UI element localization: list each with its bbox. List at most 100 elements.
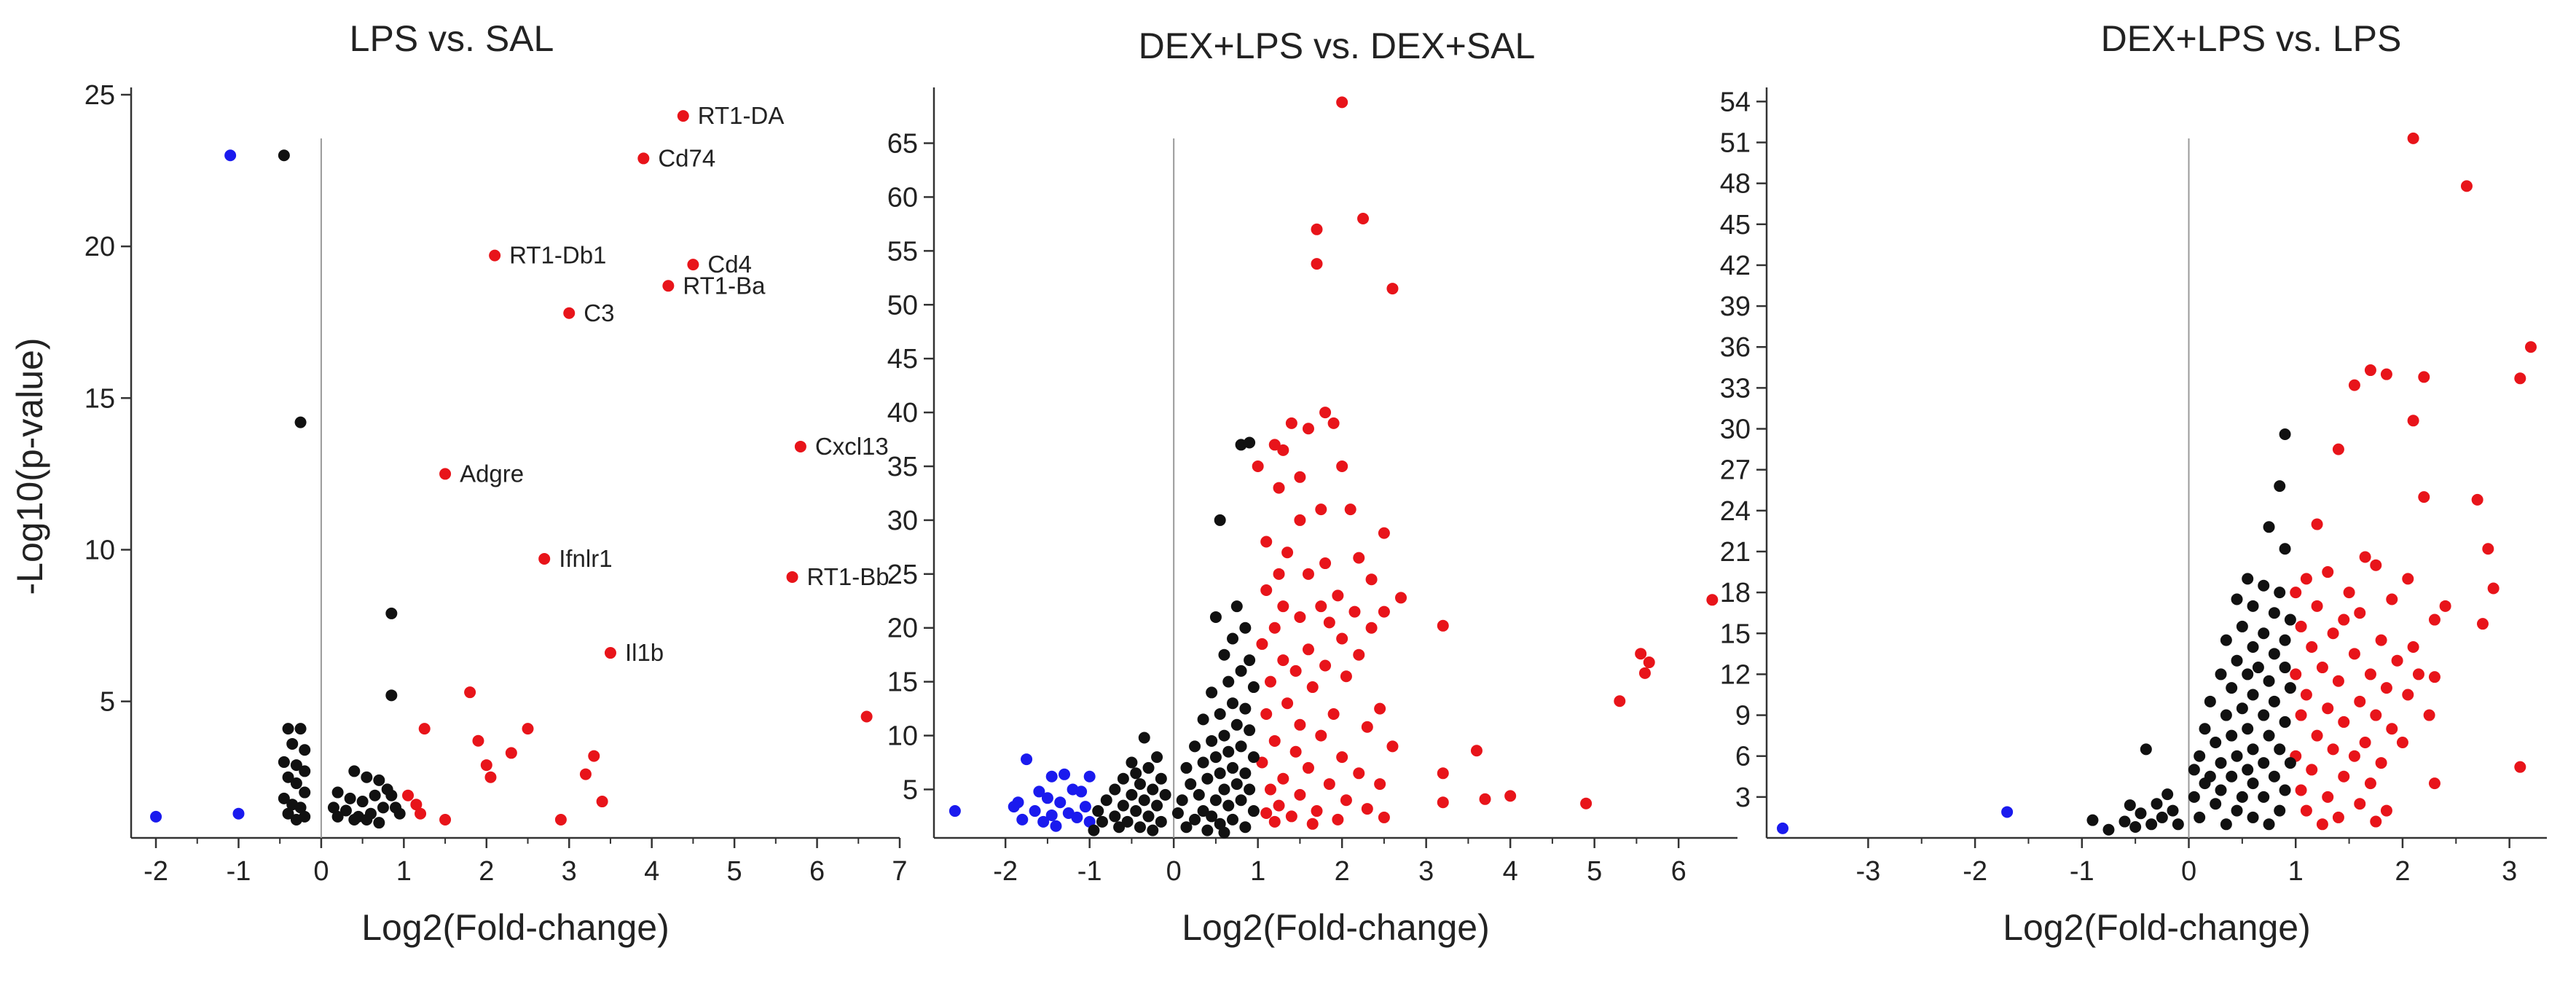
x-tick-label: -1 [227, 856, 251, 887]
x-tick-label: 4 [644, 856, 659, 887]
point-up [2439, 600, 2451, 612]
point-ns [1247, 751, 1260, 764]
point-ns [1130, 805, 1142, 818]
point-ns [1197, 756, 1209, 769]
point-up [687, 259, 699, 271]
y-tick-label: 65 [887, 129, 918, 160]
point-ns [2161, 788, 2174, 801]
point-ns [2252, 662, 2264, 674]
point-ns [1247, 681, 1260, 694]
point-up [2386, 593, 2398, 605]
point-ns [2236, 702, 2248, 715]
point-up [2322, 702, 2334, 715]
point-up [786, 571, 798, 583]
point-up [2407, 640, 2419, 653]
point-up [1386, 283, 1399, 295]
point-ns [1171, 807, 1184, 819]
point-ns [2172, 818, 2184, 831]
point-up [2295, 620, 2307, 632]
point-down [1059, 768, 1071, 780]
x-tick-label: 7 [892, 856, 907, 887]
point-up [415, 807, 427, 820]
point-ns [1222, 675, 1235, 688]
point-up [637, 152, 650, 165]
point-down [949, 805, 961, 818]
point-ns [2274, 804, 2286, 817]
point-ns [1109, 810, 1121, 823]
point-ns [1142, 810, 1155, 823]
point-up [1323, 778, 1335, 791]
point-ns [278, 149, 290, 162]
point-up [1306, 681, 1319, 694]
point-ns [1180, 761, 1193, 774]
gene-label: RT1-Bb [807, 563, 890, 590]
point-up [1294, 611, 1306, 623]
point-ns [1159, 788, 1171, 801]
point-ns [1239, 821, 1252, 834]
point-up [418, 723, 431, 735]
gene-label: Ifnlr1 [559, 545, 612, 572]
point-up [1264, 675, 1276, 688]
point-ns [1227, 697, 1239, 710]
point-up [1336, 96, 1348, 109]
point-ns [348, 814, 361, 826]
point-up [2402, 573, 2414, 585]
point-ns [2226, 682, 2238, 694]
point-ns [2284, 757, 2296, 769]
point-up [410, 799, 423, 811]
point-ns [1206, 810, 1218, 823]
point-ns [1206, 686, 1218, 699]
point-ns [1092, 805, 1104, 818]
point-up [2290, 587, 2302, 599]
point-ns [290, 814, 302, 826]
point-up [464, 686, 476, 699]
point-up [2428, 613, 2440, 626]
panel-dexlps-vs-dexsal: -2 -1 0 1 2 3 4 5 65101520253035404550556065DEX+… [887, 26, 1737, 948]
x-tick-label: 1 [2288, 856, 2304, 887]
point-down [232, 807, 245, 820]
gene-label: Cxcl13 [815, 433, 889, 460]
point-ns [2279, 543, 2291, 555]
y-tick-label: 20 [887, 613, 918, 644]
point-up [794, 440, 806, 452]
y-tick-label: 48 [1720, 169, 1751, 200]
point-up [2354, 607, 2366, 619]
y-tick-label: 51 [1720, 128, 1751, 159]
point-down [1083, 815, 1096, 828]
point-up [1294, 788, 1306, 801]
point-up [2514, 372, 2526, 385]
point-ns [1121, 815, 1134, 828]
point-up [1327, 417, 1340, 429]
point-ns [2118, 815, 2131, 828]
y-tick-label: 25 [887, 560, 918, 590]
x-tick-label: 3 [2502, 856, 2517, 887]
point-ns [299, 786, 311, 799]
point-ns [1244, 724, 1256, 737]
point-ns [1227, 813, 1239, 826]
point-up [2428, 777, 2440, 790]
point-ns [294, 723, 307, 735]
point-down [1021, 753, 1033, 766]
point-ns [1239, 622, 1252, 634]
y-tick-label: 40 [887, 398, 918, 428]
x-axis-title: Log2(Fold-change) [1182, 907, 1490, 948]
point-ns [2156, 811, 2168, 823]
point-down [150, 810, 162, 823]
point-up [1311, 805, 1323, 818]
point-up [1344, 503, 1356, 516]
point-up [1504, 790, 1517, 802]
point-up [2327, 743, 2339, 756]
point-ns [2140, 743, 2152, 756]
y-tick-label: 12 [1720, 659, 1751, 690]
point-ns [2151, 798, 2163, 810]
point-up [1260, 536, 1273, 548]
point-up [588, 750, 600, 762]
point-ns [2247, 811, 2259, 823]
point-ns [2258, 791, 2270, 803]
point-ns [1189, 813, 1201, 826]
point-up [2370, 709, 2382, 721]
point-up [1336, 632, 1348, 645]
point-up [522, 723, 534, 735]
